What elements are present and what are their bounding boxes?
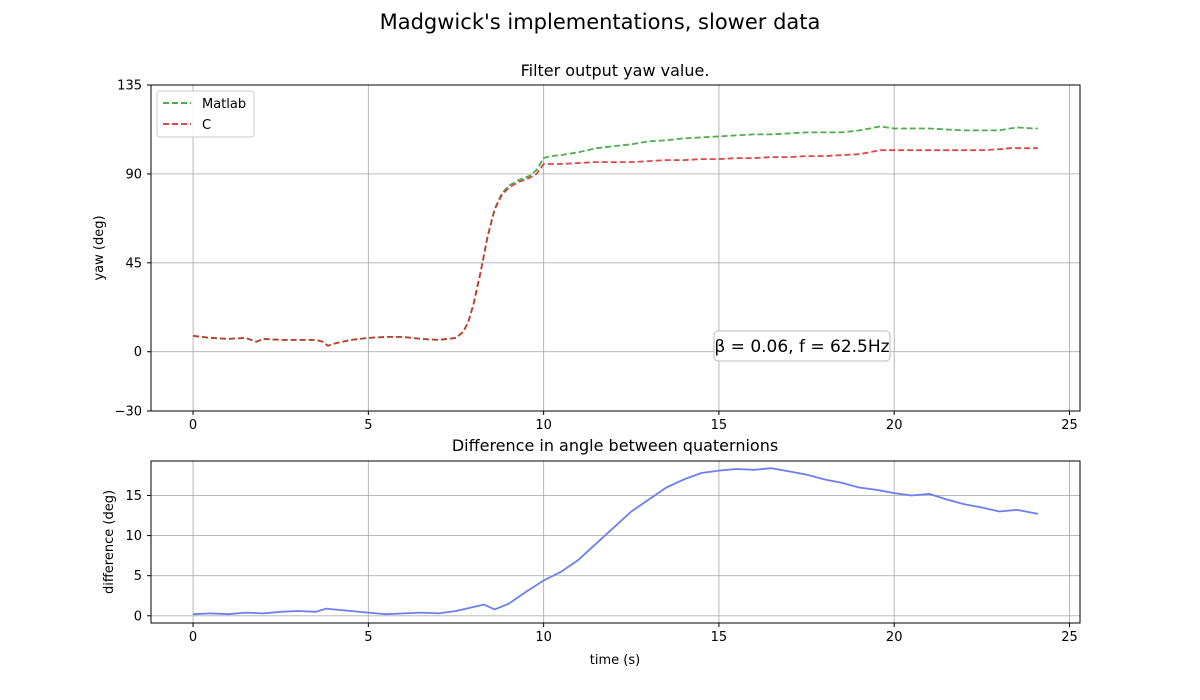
yaw-chart-title: Filter output yaw value. bbox=[521, 61, 710, 80]
difference-x-axis-label: time (s) bbox=[590, 653, 640, 668]
yaw-y-tick-label-135: 135 bbox=[117, 79, 142, 94]
difference-x-tick-label-25: 25 bbox=[1061, 630, 1078, 645]
difference-y-tick-label-15: 15 bbox=[125, 489, 142, 504]
parameter-annotation: β = 0.06, f = 62.5Hz bbox=[713, 330, 891, 362]
legend-label-matlab: Matlab bbox=[202, 97, 246, 112]
yaw-y-tick-label-0: 0 bbox=[134, 345, 142, 360]
difference-x-tick-label-20: 20 bbox=[886, 630, 903, 645]
difference-plot-frame bbox=[150, 460, 1081, 624]
difference-y-tick-label-0: 0 bbox=[134, 609, 142, 624]
yaw-y-ticks: −30 0 45 90 135 bbox=[115, 79, 151, 420]
difference-series bbox=[193, 467, 1039, 616]
difference-x-tick-label-15: 15 bbox=[711, 630, 728, 645]
yaw-series-line-matlab bbox=[192, 125, 1038, 347]
difference-y-tick-label-5: 5 bbox=[134, 569, 142, 584]
annotation-text: β = 0.06, f = 62.5Hz bbox=[714, 337, 889, 357]
yaw-x-ticks: 0 5 10 15 20 25 bbox=[189, 411, 1078, 433]
yaw-y-tick-label-45: 45 bbox=[125, 256, 142, 271]
yaw-x-tick-label-15: 15 bbox=[711, 418, 728, 433]
yaw-legend: Matlab C bbox=[156, 90, 255, 138]
yaw-y-axis-label: yaw (deg) bbox=[92, 215, 107, 280]
yaw-plot-frame bbox=[150, 84, 1081, 412]
yaw-x-tick-label-20: 20 bbox=[886, 418, 903, 433]
annotation-box bbox=[713, 330, 891, 362]
difference-chart-title: Difference in angle between quaternions bbox=[452, 436, 778, 455]
difference-x-ticks: 0 5 10 15 20 25 bbox=[189, 623, 1078, 645]
figure-title: Madgwick's implementations, slower data bbox=[380, 10, 821, 34]
difference-y-axis-label: difference (deg) bbox=[102, 490, 117, 594]
yaw-series-line-c bbox=[192, 147, 1038, 347]
yaw-grid bbox=[151, 84, 1080, 412]
yaw-chart: Filter output yaw value. 0 5 10 15 20 25 −30 0… bbox=[92, 61, 1081, 433]
yaw-x-tick-label-10: 10 bbox=[535, 418, 552, 433]
difference-x-tick-label-5: 5 bbox=[364, 630, 372, 645]
difference-chart: Difference in angle between quaternions … bbox=[102, 436, 1081, 668]
difference-grid bbox=[151, 461, 1080, 623]
legend-label-c: C bbox=[202, 118, 211, 133]
yaw-y-tick-label-90: 90 bbox=[125, 167, 142, 182]
yaw-y-tick-label--30: −30 bbox=[115, 405, 142, 420]
difference-series-line-0 bbox=[193, 467, 1039, 616]
yaw-x-tick-label-0: 0 bbox=[189, 418, 197, 433]
difference-x-tick-label-10: 10 bbox=[535, 630, 552, 645]
difference-y-ticks: 0 5 10 15 bbox=[125, 489, 151, 624]
difference-x-tick-label-0: 0 bbox=[189, 630, 197, 645]
difference-y-tick-label-10: 10 bbox=[125, 529, 142, 544]
yaw-x-tick-label-25: 25 bbox=[1061, 418, 1078, 433]
yaw-x-tick-label-5: 5 bbox=[364, 418, 372, 433]
yaw-series bbox=[192, 125, 1038, 347]
